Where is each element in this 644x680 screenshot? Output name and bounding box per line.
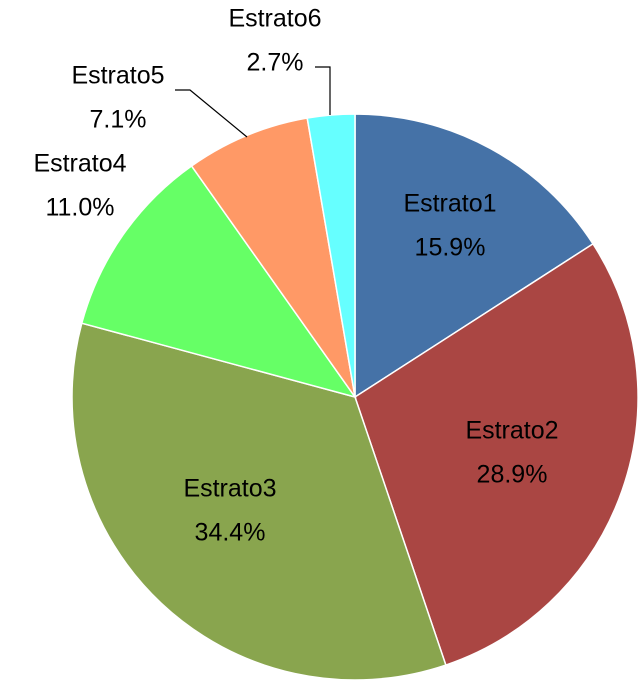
- pie-slice: [354, 242, 639, 666]
- slice-label: Estrato4: [33, 150, 126, 178]
- slice-value-label: 28.9%: [477, 461, 548, 489]
- pie-slice: [80, 164, 357, 399]
- slice-value-label: 11.0%: [45, 194, 114, 222]
- pie-slice: [354, 113, 595, 399]
- slice-label: Estrato6: [228, 5, 321, 33]
- slice-label: Estrato5: [71, 62, 164, 90]
- slice-value-label: 2.7%: [247, 49, 304, 77]
- slice-value-label: 7.1%: [90, 106, 147, 134]
- pie-slice: [190, 117, 356, 398]
- slice-value-label: 15.9%: [415, 234, 486, 262]
- slice-label: Estrato2: [465, 417, 558, 445]
- slice-value-label: 34.4%: [195, 519, 266, 547]
- leader-line: [175, 89, 248, 138]
- slice-label: Estrato1: [403, 190, 496, 218]
- leader-line: [315, 66, 331, 115]
- pie-slice: [306, 113, 356, 398]
- slice-label: Estrato3: [183, 475, 276, 503]
